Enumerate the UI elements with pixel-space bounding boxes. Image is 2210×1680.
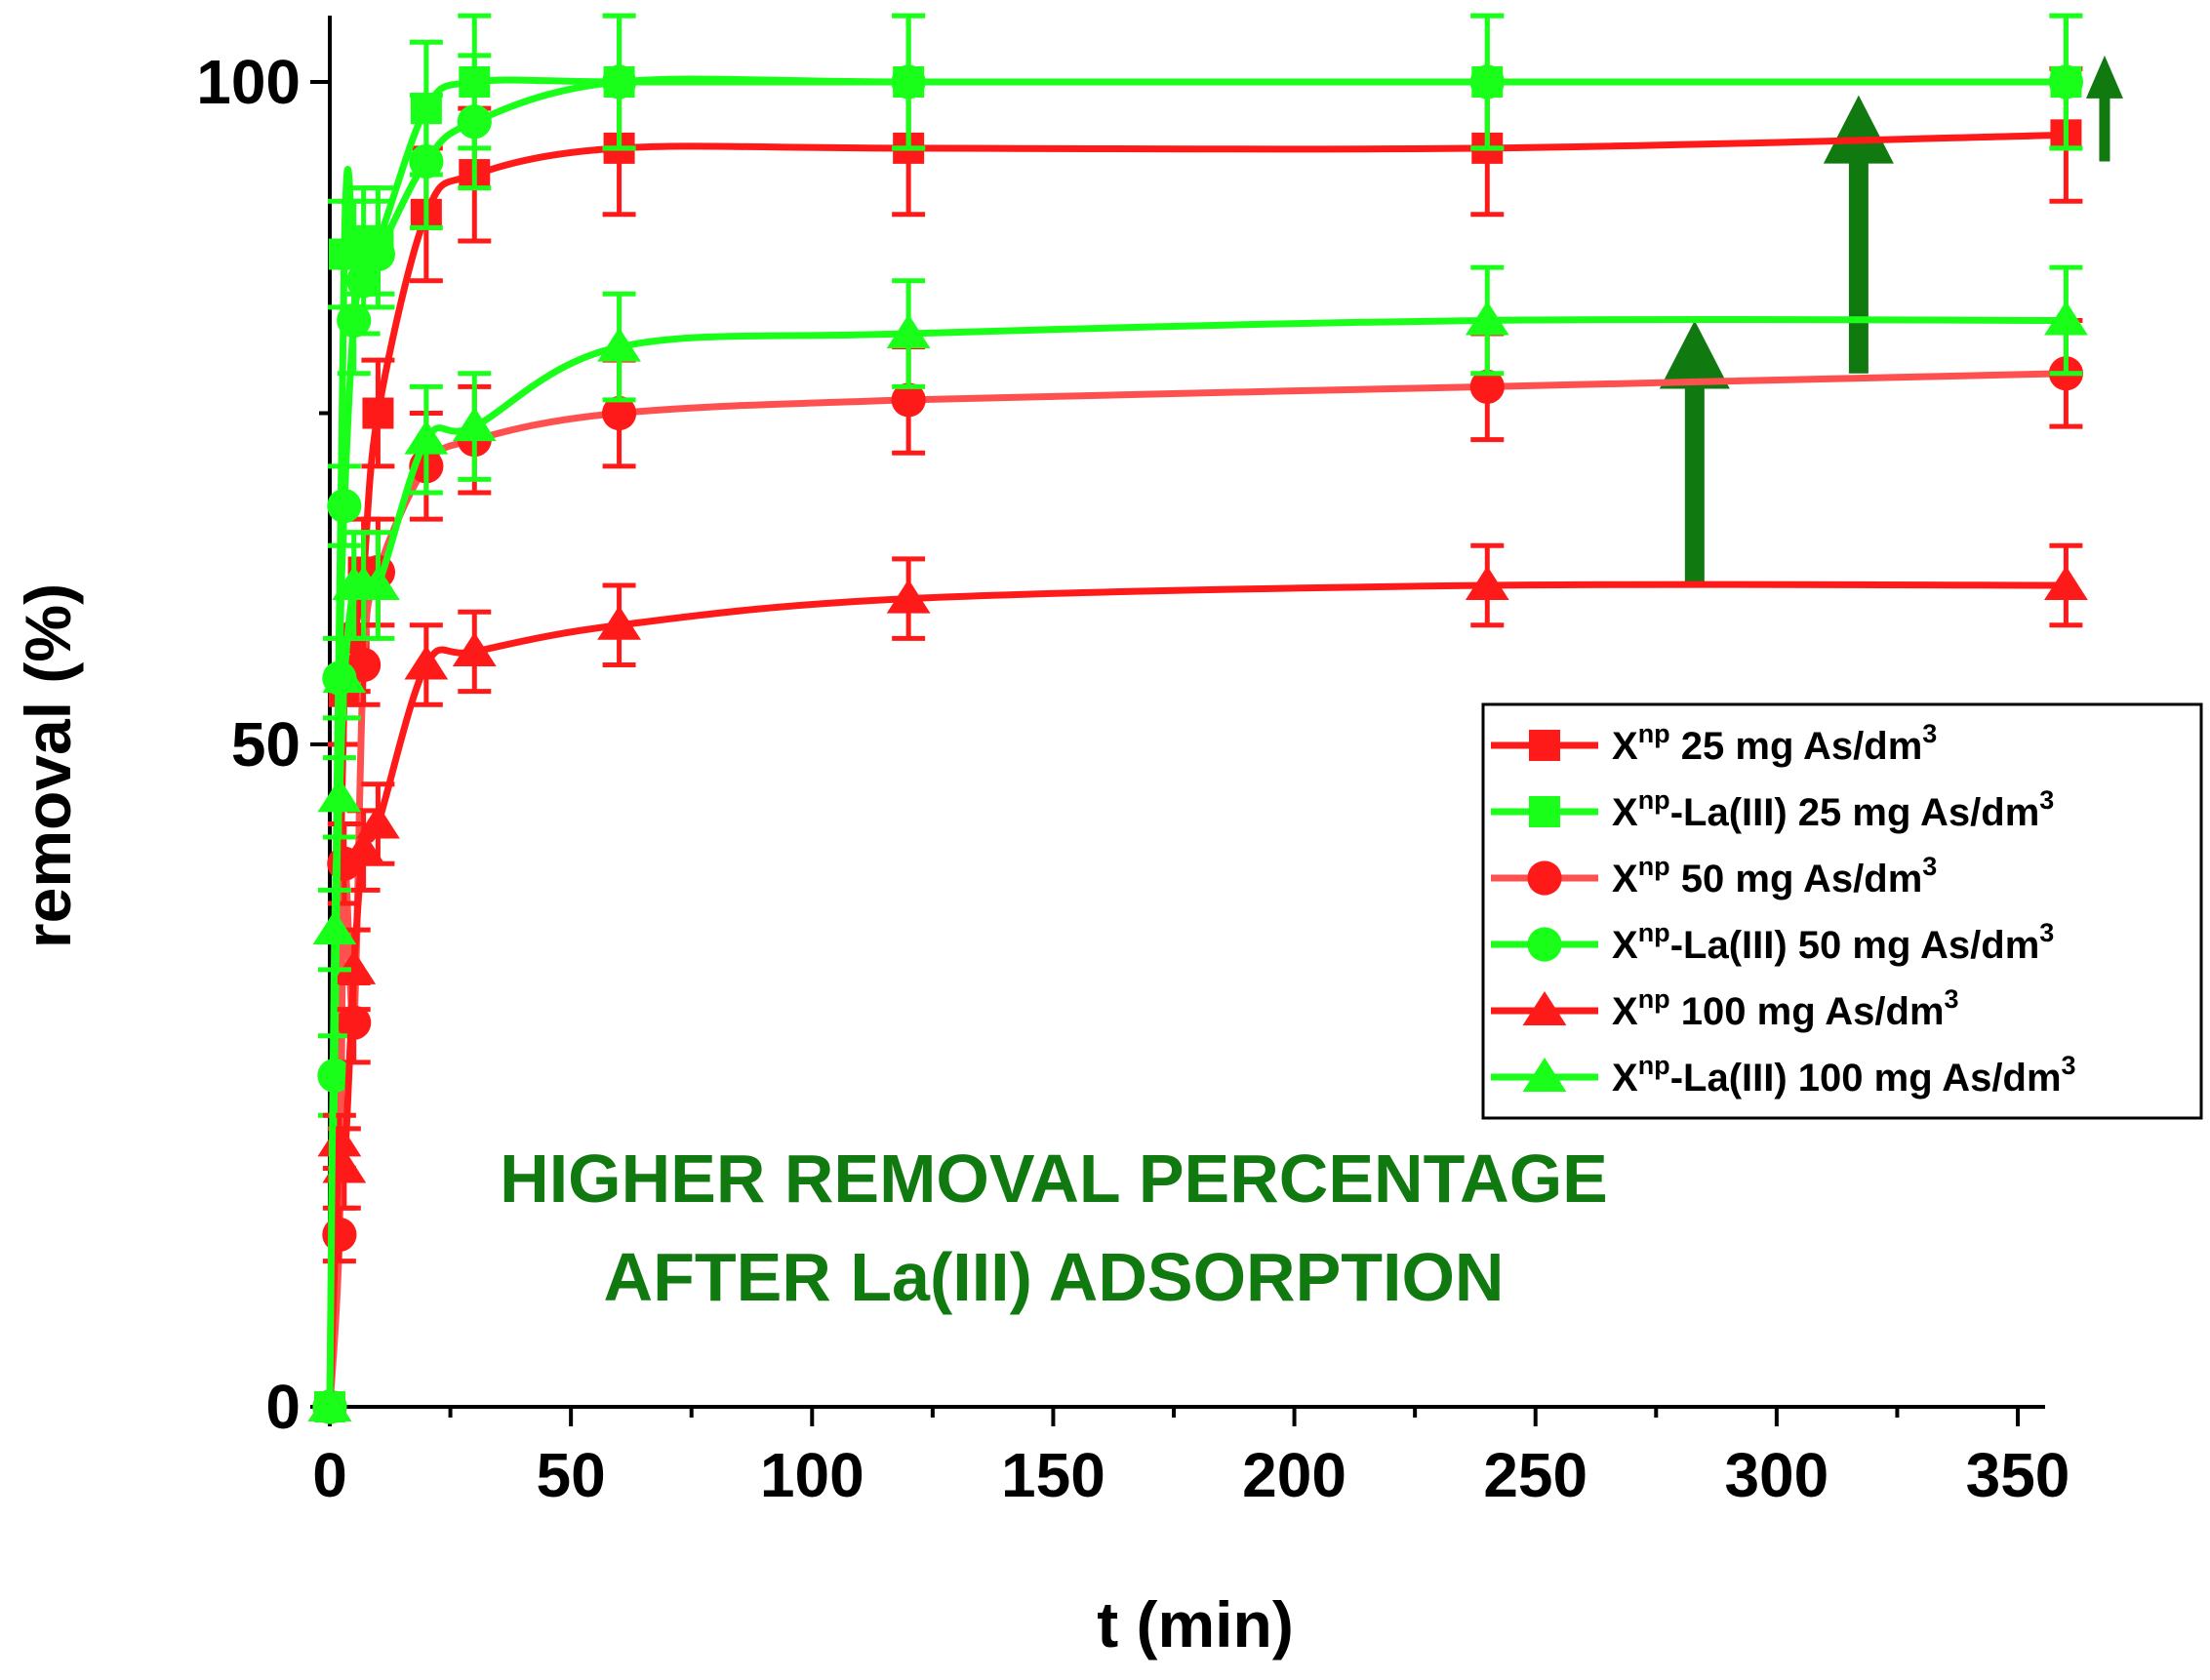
data-point — [891, 64, 926, 100]
data-point — [601, 395, 637, 431]
data-point — [342, 830, 385, 865]
legend-label: Xnp 100 mg As/dm3 — [1612, 984, 1959, 1033]
arrow-head — [1823, 95, 1894, 164]
data-point — [356, 804, 400, 839]
arrow-head — [1659, 320, 1730, 389]
legend-marker — [1527, 860, 1562, 896]
arrow-3 — [2085, 55, 2123, 162]
data-point — [332, 949, 377, 984]
data-point — [409, 143, 444, 180]
legend-marker — [1529, 730, 1560, 761]
arrow-shaft — [1848, 159, 1868, 374]
legend-box — [1481, 702, 2203, 1120]
legend-item-1: Xnp 25 mg As/dm3 — [1491, 719, 1937, 768]
series-group — [307, 13, 2088, 1424]
legend-item-2: Xnp-La(III) 25 mg As/dm3 — [1491, 785, 2054, 834]
x-tick-label: 150 — [1001, 1440, 1105, 1510]
arrow-head — [2085, 55, 2123, 99]
data-point — [307, 1387, 352, 1421]
data-point — [2044, 566, 2088, 601]
axes: 0 50 100 150 200 250 300 350 0 50 100 — [196, 16, 2069, 1510]
legend-label: Xnp-La(III) 100 mg As/dm3 — [1612, 1051, 2076, 1100]
data-point — [886, 314, 931, 349]
y-tick-label: 0 — [265, 1372, 301, 1442]
arrow-shaft — [2099, 94, 2110, 162]
data-point — [404, 420, 449, 455]
legend-label: Xnp 50 mg As/dm3 — [1612, 852, 1937, 900]
data-point — [404, 645, 449, 680]
legend-marker — [1529, 796, 1560, 827]
data-point — [1469, 64, 1505, 100]
data-point — [1465, 566, 1509, 601]
x-tick-label: 100 — [760, 1440, 864, 1510]
data-point — [317, 1122, 362, 1157]
y-axis-title: removal (%) — [12, 583, 84, 948]
annotation-arrows — [1659, 55, 2123, 586]
data-point — [601, 64, 637, 100]
x-axis-title: t (min) — [1097, 1588, 1294, 1660]
data-point — [2044, 300, 2088, 336]
y-tick-label: 100 — [196, 47, 301, 117]
data-point — [322, 659, 367, 694]
data-point — [362, 397, 394, 429]
x-tick-label: 300 — [1724, 1440, 1828, 1510]
data-point — [317, 778, 362, 813]
data-point — [597, 605, 641, 640]
legend-label: Xnp 25 mg As/dm3 — [1612, 719, 1937, 768]
data-point — [1465, 300, 1509, 336]
data-point — [457, 104, 492, 140]
legend-item-6: Xnp-La(III) 100 mg As/dm3 — [1491, 1051, 2076, 1100]
data-point — [597, 327, 641, 362]
data-point — [452, 407, 497, 442]
legend-item-4: Xnp-La(III) 50 mg As/dm3 — [1491, 918, 2054, 967]
x-tick-label: 50 — [537, 1440, 606, 1510]
x-tick-label: 250 — [1483, 1440, 1587, 1510]
x-tick-label: 0 — [312, 1440, 347, 1510]
data-point — [886, 579, 931, 614]
y-tick-label: 50 — [231, 709, 301, 780]
data-point — [327, 488, 362, 524]
data-point — [1469, 369, 1505, 404]
legend-label: Xnp-La(III) 50 mg As/dm3 — [1612, 918, 2054, 967]
x-tick-label: 350 — [1966, 1440, 2070, 1510]
data-point — [891, 382, 926, 418]
data-point — [346, 263, 382, 299]
data-point — [360, 236, 396, 272]
legend-marker — [1527, 927, 1562, 962]
legend: Xnp 25 mg As/dm3 Xnp-La(III) 25 mg As/dm3… — [1481, 702, 2203, 1120]
data-point — [312, 910, 357, 945]
legend-marker — [1522, 991, 1567, 1025]
series-6 — [307, 264, 2088, 1421]
data-point — [2048, 64, 2084, 100]
arrow-1 — [1659, 320, 1730, 586]
annotation-line-1: HIGHER REMOVAL PERCENTAGE — [500, 1140, 1608, 1217]
legend-item-5: Xnp 100 mg As/dm3 — [1491, 984, 1959, 1033]
legend-marker — [1522, 1058, 1567, 1092]
legend-item-3: Xnp 50 mg As/dm3 — [1491, 852, 1937, 900]
x-tick-label: 200 — [1242, 1440, 1346, 1510]
data-point — [356, 566, 400, 601]
legend-label: Xnp-La(III) 25 mg As/dm3 — [1612, 785, 2054, 834]
annotation-line-2: AFTER La(III) ADSORPTION — [604, 1239, 1505, 1315]
data-point — [452, 631, 497, 666]
arrow-shaft — [1684, 384, 1705, 586]
